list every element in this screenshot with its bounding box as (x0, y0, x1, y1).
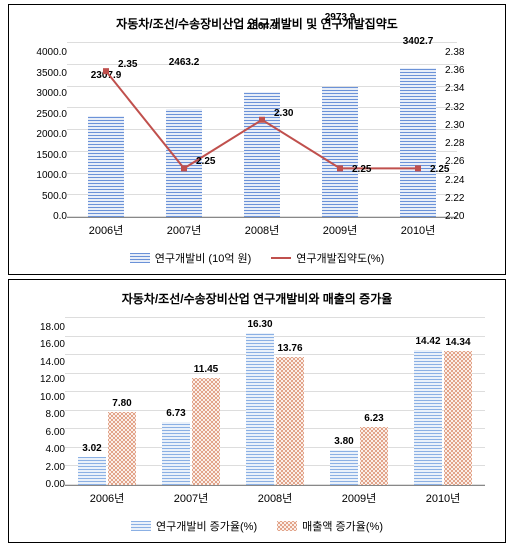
bar-value-label: 3.80 (334, 436, 353, 447)
y-left-tick: 8.00 (15, 409, 65, 420)
chart-bottom-plot: 18.0016.0014.0012.0010.008.006.004.002.0… (65, 317, 485, 486)
y-left-tick: 6.00 (15, 427, 65, 438)
bar-group: 2463.2 (145, 42, 223, 217)
bar: 2973.9 (322, 87, 358, 217)
bar-group: 6.7311.45 (149, 317, 233, 485)
bar-value-label: 6.23 (364, 413, 383, 424)
y-left-tick: 2.00 (15, 462, 65, 473)
bar-value-label: 11.45 (194, 364, 218, 375)
x-category: 2010년 (379, 222, 457, 238)
bar-group: 3.806.23 (317, 317, 401, 485)
bar-value-label: 7.80 (112, 398, 131, 409)
bar-group: 3.027.80 (65, 317, 149, 485)
chart-bottom-x-axis: 2006년2007년2008년2009년2010년 (65, 490, 485, 506)
chart-bottom-legend: 연구개발비 증가율(%) 매출액 증가율(%) (17, 518, 497, 534)
y-left-tick: 16.00 (15, 339, 65, 350)
bar-value-label: 3402.7 (403, 36, 434, 100)
legend-item-series1: 매출액 증가율(%) (277, 518, 383, 534)
legend-label-bars: 연구개발비 (10억 원) (155, 250, 252, 266)
bar: 2307.9 (88, 116, 124, 217)
y-left-tick: 14.00 (15, 357, 65, 368)
legend-swatch-s0-icon (131, 521, 151, 531)
bar: 3.02 (78, 457, 106, 485)
bar-value-label: 6.73 (166, 408, 185, 419)
bar: 2864.9 (244, 92, 280, 217)
bar: 14.34 (444, 351, 472, 485)
x-category: 2009년 (301, 222, 379, 238)
bar-value-label: 2463.2 (169, 57, 200, 163)
y-left-tick: 10.00 (15, 392, 65, 403)
legend-swatch-bar-icon (130, 253, 150, 263)
bar-value-label: 3.02 (82, 443, 101, 454)
bar-value-label: 14.42 (415, 336, 440, 347)
bar-group: 2973.9 (301, 42, 379, 217)
x-category: 2007년 (149, 490, 233, 506)
y-left-tick: 18.00 (15, 322, 65, 333)
y-left-tick: 0.0 (17, 211, 67, 222)
y-left-tick: 12.00 (15, 374, 65, 385)
bar-group: 2307.9 (67, 42, 145, 217)
y-left-tick: 3000.0 (17, 88, 67, 99)
x-category: 2008년 (223, 222, 301, 238)
x-category: 2008년 (233, 490, 317, 506)
y-left-tick: 1500.0 (17, 150, 67, 161)
y-left-tick: 2500.0 (17, 109, 67, 120)
bar: 7.80 (108, 412, 136, 485)
chart-top-legend: 연구개발비 (10억 원) 연구개발집약도(%) (17, 250, 497, 266)
bar: 3402.7 (400, 68, 436, 217)
y-left-tick: 4000.0 (17, 47, 67, 58)
bar: 11.45 (192, 378, 220, 485)
legend-label-line: 연구개발집약도(%) (296, 250, 384, 266)
bar: 6.73 (162, 422, 190, 485)
y-left-tick: 0.00 (15, 479, 65, 490)
bar-value-label: 16.30 (247, 319, 272, 330)
bar: 3.80 (330, 450, 358, 485)
legend-swatch-s1-icon (277, 521, 297, 531)
y-left-tick: 500.0 (17, 191, 67, 202)
bar: 13.76 (276, 357, 304, 485)
y-left-tick: 3500.0 (17, 68, 67, 79)
legend-item-series0: 연구개발비 증가율(%) (131, 518, 257, 534)
chart-top-x-axis: 2006년2007년2008년2009년2010년 (67, 222, 457, 238)
y-left-tick: 1000.0 (17, 170, 67, 181)
bar-value-label: 2864.9 (247, 21, 278, 162)
bar: 6.23 (360, 427, 388, 485)
chart-top-plot: 4000.03500.03000.02500.02000.01500.01000… (67, 42, 457, 218)
bar-group: 2864.9 (223, 42, 301, 217)
bar: 2463.2 (166, 109, 202, 217)
bar-value-label: 13.76 (277, 343, 302, 354)
legend-swatch-line-icon (271, 257, 291, 259)
bar-group: 14.4214.34 (401, 317, 485, 485)
bar-group: 16.3013.76 (233, 317, 317, 485)
x-category: 2010년 (401, 490, 485, 506)
x-category: 2006년 (65, 490, 149, 506)
chart-bottom: 자동차/조선/수송장비산업 연구개발비와 매출의 증가율 18.00 16.00 1… (8, 279, 506, 543)
legend-label-s1: 매출액 증가율(%) (302, 518, 383, 534)
bar-value-label: 2973.9 (325, 12, 356, 162)
legend-item-line: 연구개발집약도(%) (271, 250, 384, 266)
x-category: 2007년 (145, 222, 223, 238)
chart-bottom-title: 자동차/조선/수송장비산업 연구개발비와 매출의 증가율 (17, 290, 497, 307)
y-left-tick: 4.00 (15, 444, 65, 455)
chart-top-y-left: 4000.0 3500.0 3000.0 2500.0 2000.0 1500.0 1000… (17, 42, 67, 217)
chart-top: 자동차/조선/수송장비산업 연구개발비 및 연구개발집약도 4000.03500… (8, 4, 506, 275)
bar-group: 3402.7 (379, 42, 457, 217)
legend-item-bars: 연구개발비 (10억 원) (130, 250, 252, 266)
y-left-tick: 2000.0 (17, 129, 67, 140)
bar-value-label: 2307.9 (91, 70, 122, 162)
x-category: 2009년 (317, 490, 401, 506)
x-category: 2006년 (67, 222, 145, 238)
legend-label-s0: 연구개발비 증가율(%) (156, 518, 257, 534)
bar-value-label: 14.34 (445, 337, 470, 348)
bar: 16.30 (246, 333, 274, 485)
chart-bottom-y-left: 18.00 16.00 14.00 12.00 10.00 8.00 6.00 4.00 2.0… (15, 317, 65, 485)
bar: 14.42 (414, 350, 442, 485)
